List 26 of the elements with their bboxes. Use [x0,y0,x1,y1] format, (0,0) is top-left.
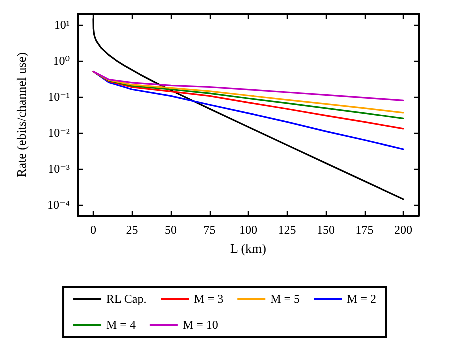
x-tick-label: 150 [317,223,335,237]
legend-label: M = 4 [106,318,136,332]
y-tick-label: 10⁻⁴ [47,198,70,212]
y-axis-title: Rate (ebits/channel use) [14,52,29,178]
y-tick-label: 10⁻² [48,126,70,140]
y-tick-label: 10⁻³ [48,162,70,176]
legend-label: M = 10 [182,318,218,332]
x-axis-title: L (km) [230,241,266,256]
x-tick-label: 75 [204,223,216,237]
x-tick-label: 200 [394,223,412,237]
legend-label: M = 3 [194,292,224,306]
legend-label: RL Cap. [106,292,147,306]
x-tick-label: 100 [240,223,258,237]
y-tick-label: 10¹ [54,18,70,32]
y-tick-label: 10⁻¹ [48,90,70,104]
line-series [92,70,404,130]
x-tick-label: 0 [90,223,96,237]
line-series [92,70,404,102]
x-tick-label: 50 [165,223,177,237]
x-tick-label: 25 [126,223,138,237]
legend-label: M = 2 [347,292,376,306]
x-tick-label: 175 [356,223,374,237]
line-series [92,70,404,150]
x-tick-label: 125 [278,223,296,237]
legend-label: M = 5 [270,292,300,306]
y-tick-label: 10⁰ [53,54,70,68]
